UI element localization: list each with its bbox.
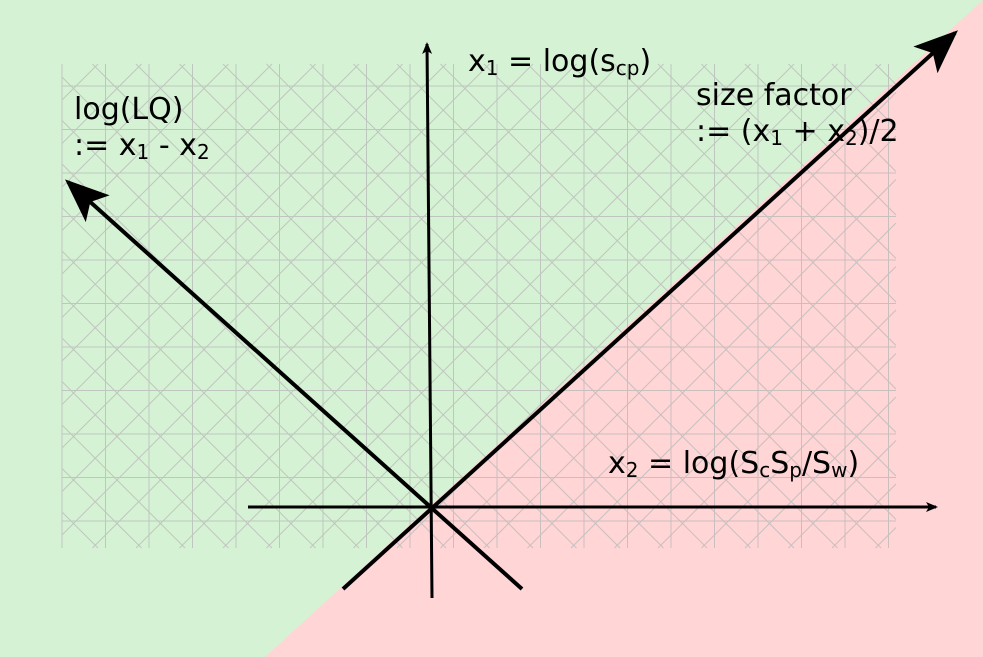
- grid-line-diagonal: [179, 63, 664, 549]
- grid-line-diagonal: [61, 63, 447, 449]
- grid-line-diagonal: [353, 63, 838, 549]
- size-label-line1: size factor: [696, 78, 852, 113]
- grid-line-diagonal: [657, 63, 897, 303]
- grid-line-diagonal: [61, 76, 534, 549]
- lq-label-line1: log(LQ): [74, 92, 184, 127]
- grid-line-diagonal: [440, 92, 897, 549]
- grid-line-diagonal: [61, 63, 490, 492]
- size-factor-axis: [341, 30, 958, 591]
- grid-line-diagonal: [61, 63, 403, 405]
- x1-axis-label: x1 = log(scp): [468, 44, 652, 80]
- grid-line-diagonal: [788, 440, 897, 549]
- size-label-line2: := (x1 + x2)/2: [696, 114, 899, 150]
- grid-line-diagonal: [61, 120, 490, 549]
- grid-line-diagonal: [61, 63, 142, 144]
- lq-axis: [65, 179, 524, 591]
- grid-line-diagonal: [61, 511, 99, 549]
- grid-line-diagonal: [788, 63, 897, 172]
- grid-line-diagonal: [61, 63, 273, 275]
- grid-line-diagonal: [61, 63, 534, 536]
- grid-line-diagonal: [701, 353, 897, 549]
- grid-line-diagonal: [61, 381, 229, 549]
- grid-line-diagonal: [309, 63, 795, 549]
- axes-group: [65, 30, 958, 599]
- grid-line-diagonal: [701, 63, 897, 259]
- grid-line-diagonal: [92, 63, 577, 549]
- grid-line-diagonal: [744, 63, 897, 216]
- grid-line-diagonal: [135, 63, 621, 549]
- grid-line-diagonal: [61, 63, 99, 101]
- grid-line-diagonal: [61, 468, 142, 549]
- grid-line-diagonal: [61, 337, 273, 549]
- grid-line-diagonal: [483, 63, 897, 477]
- grid-line-diagonal: [614, 266, 897, 549]
- grid-line-diagonal: [875, 63, 897, 85]
- grid-line-diagonal: [61, 294, 316, 549]
- grid-line-diagonal: [831, 483, 897, 549]
- grid-line-diagonal: [61, 424, 186, 549]
- background-grid: [61, 63, 897, 549]
- grid-line-diagonal: [570, 63, 897, 390]
- grid-line-diagonal: [614, 63, 897, 346]
- grid-line-diagonal: [266, 63, 751, 549]
- lq-axis-label: log(LQ) := x1 - x2: [74, 92, 210, 164]
- red-region: [265, 0, 983, 657]
- grid-line-diagonal: [61, 207, 403, 549]
- grid-line-diagonal: [831, 63, 897, 129]
- size-factor-label: size factor := (x1 + x2)/2: [696, 78, 899, 150]
- grid-line-diagonal: [744, 396, 897, 549]
- grid-line-diagonal: [222, 63, 708, 549]
- grid-line-diagonal: [61, 163, 447, 549]
- grid-line-diagonal: [61, 63, 316, 318]
- grid-line-diagonal: [875, 527, 897, 549]
- grid-line-diagonal: [61, 250, 360, 549]
- grid-line-diagonal: [61, 63, 360, 362]
- grid-line-diagonal: [483, 135, 897, 549]
- grid-line-diagonal: [61, 63, 186, 188]
- lq-label-line2: := x1 - x2: [74, 128, 210, 164]
- grid-line-diagonal: [570, 222, 897, 549]
- x2-axis-label: x2 = log(ScSp/Sw): [608, 446, 860, 482]
